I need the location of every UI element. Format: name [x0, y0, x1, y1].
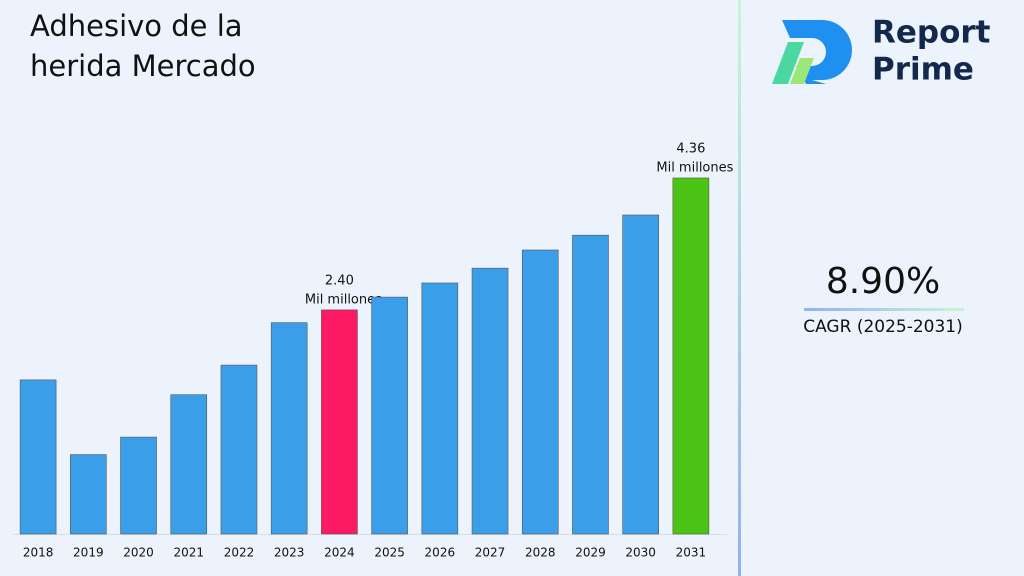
logo-text: Report [872, 15, 991, 51]
x-tick-label: 2028 [525, 546, 556, 560]
x-tick-label: 2022 [224, 546, 255, 560]
bar [521, 249, 559, 535]
x-tick-label: 2023 [274, 546, 305, 560]
data-label: 4.36 [676, 141, 705, 156]
bar [622, 214, 659, 535]
logo-icon [772, 20, 852, 84]
x-tick-label: 2025 [374, 546, 405, 560]
x-tick-label: 2031 [676, 546, 707, 560]
x-tick-label: 2024 [324, 546, 355, 560]
x-tick-label: 2020 [123, 546, 154, 560]
bar [371, 296, 408, 535]
separator [738, 0, 741, 576]
x-tick-label: 2026 [425, 546, 456, 560]
bar [321, 309, 358, 535]
bar [120, 436, 157, 535]
logo-text: Prime [872, 52, 974, 88]
bar [270, 322, 308, 535]
x-tick-label: 2027 [475, 546, 506, 560]
data-label-unit: Mil millones [305, 292, 382, 307]
bar [70, 454, 107, 535]
data-label-unit: Mil millones [656, 160, 733, 175]
bar [572, 234, 609, 535]
x-tick-label: 2030 [625, 546, 656, 560]
bar [672, 177, 710, 535]
cagr-underline [804, 308, 964, 311]
cagr-label: CAGR (2025-2031) [803, 317, 963, 337]
bar [19, 379, 57, 535]
bar [220, 364, 258, 535]
chart-title: Adhesivo de la herida Mercado [30, 9, 256, 83]
bar [421, 282, 459, 535]
cagr-value: 8.90% [826, 261, 940, 302]
bar [170, 394, 208, 535]
x-tick-label: 2018 [23, 546, 54, 560]
x-tick-label: 2019 [73, 546, 104, 560]
bar [471, 267, 509, 535]
data-label: 2.40 [325, 273, 354, 288]
x-tick-label: 2021 [173, 546, 204, 560]
x-tick-label: 2029 [575, 546, 606, 560]
